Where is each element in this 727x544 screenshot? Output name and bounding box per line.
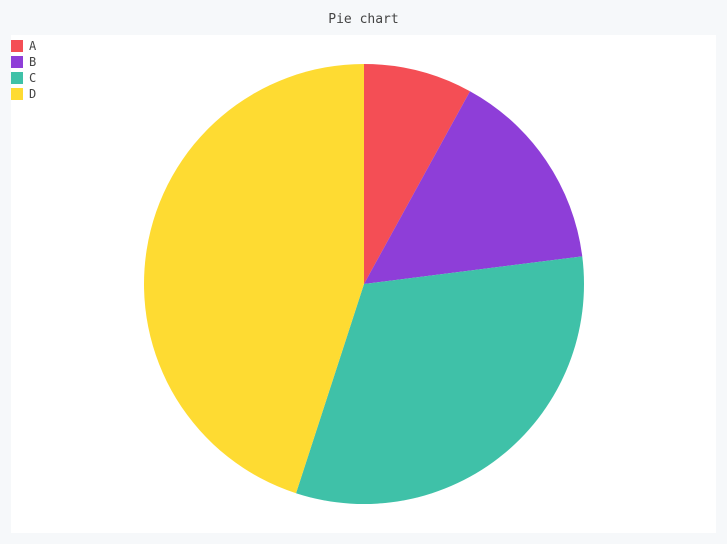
pie-chart bbox=[11, 35, 716, 533]
legend-swatch-d bbox=[11, 88, 23, 100]
legend-item-b[interactable]: B bbox=[11, 54, 36, 70]
legend-label: C bbox=[29, 70, 36, 86]
legend-label: B bbox=[29, 54, 36, 70]
legend: ABCD bbox=[11, 38, 36, 102]
legend-item-a[interactable]: A bbox=[11, 38, 36, 54]
plot-area bbox=[11, 35, 716, 533]
legend-label: D bbox=[29, 86, 36, 102]
legend-item-c[interactable]: C bbox=[11, 70, 36, 86]
pie-svg bbox=[144, 64, 584, 504]
legend-swatch-c bbox=[11, 72, 23, 84]
legend-swatch-a bbox=[11, 40, 23, 52]
legend-swatch-b bbox=[11, 56, 23, 68]
legend-item-d[interactable]: D bbox=[11, 86, 36, 102]
legend-label: A bbox=[29, 38, 36, 54]
chart-title: Pie chart bbox=[0, 0, 727, 31]
